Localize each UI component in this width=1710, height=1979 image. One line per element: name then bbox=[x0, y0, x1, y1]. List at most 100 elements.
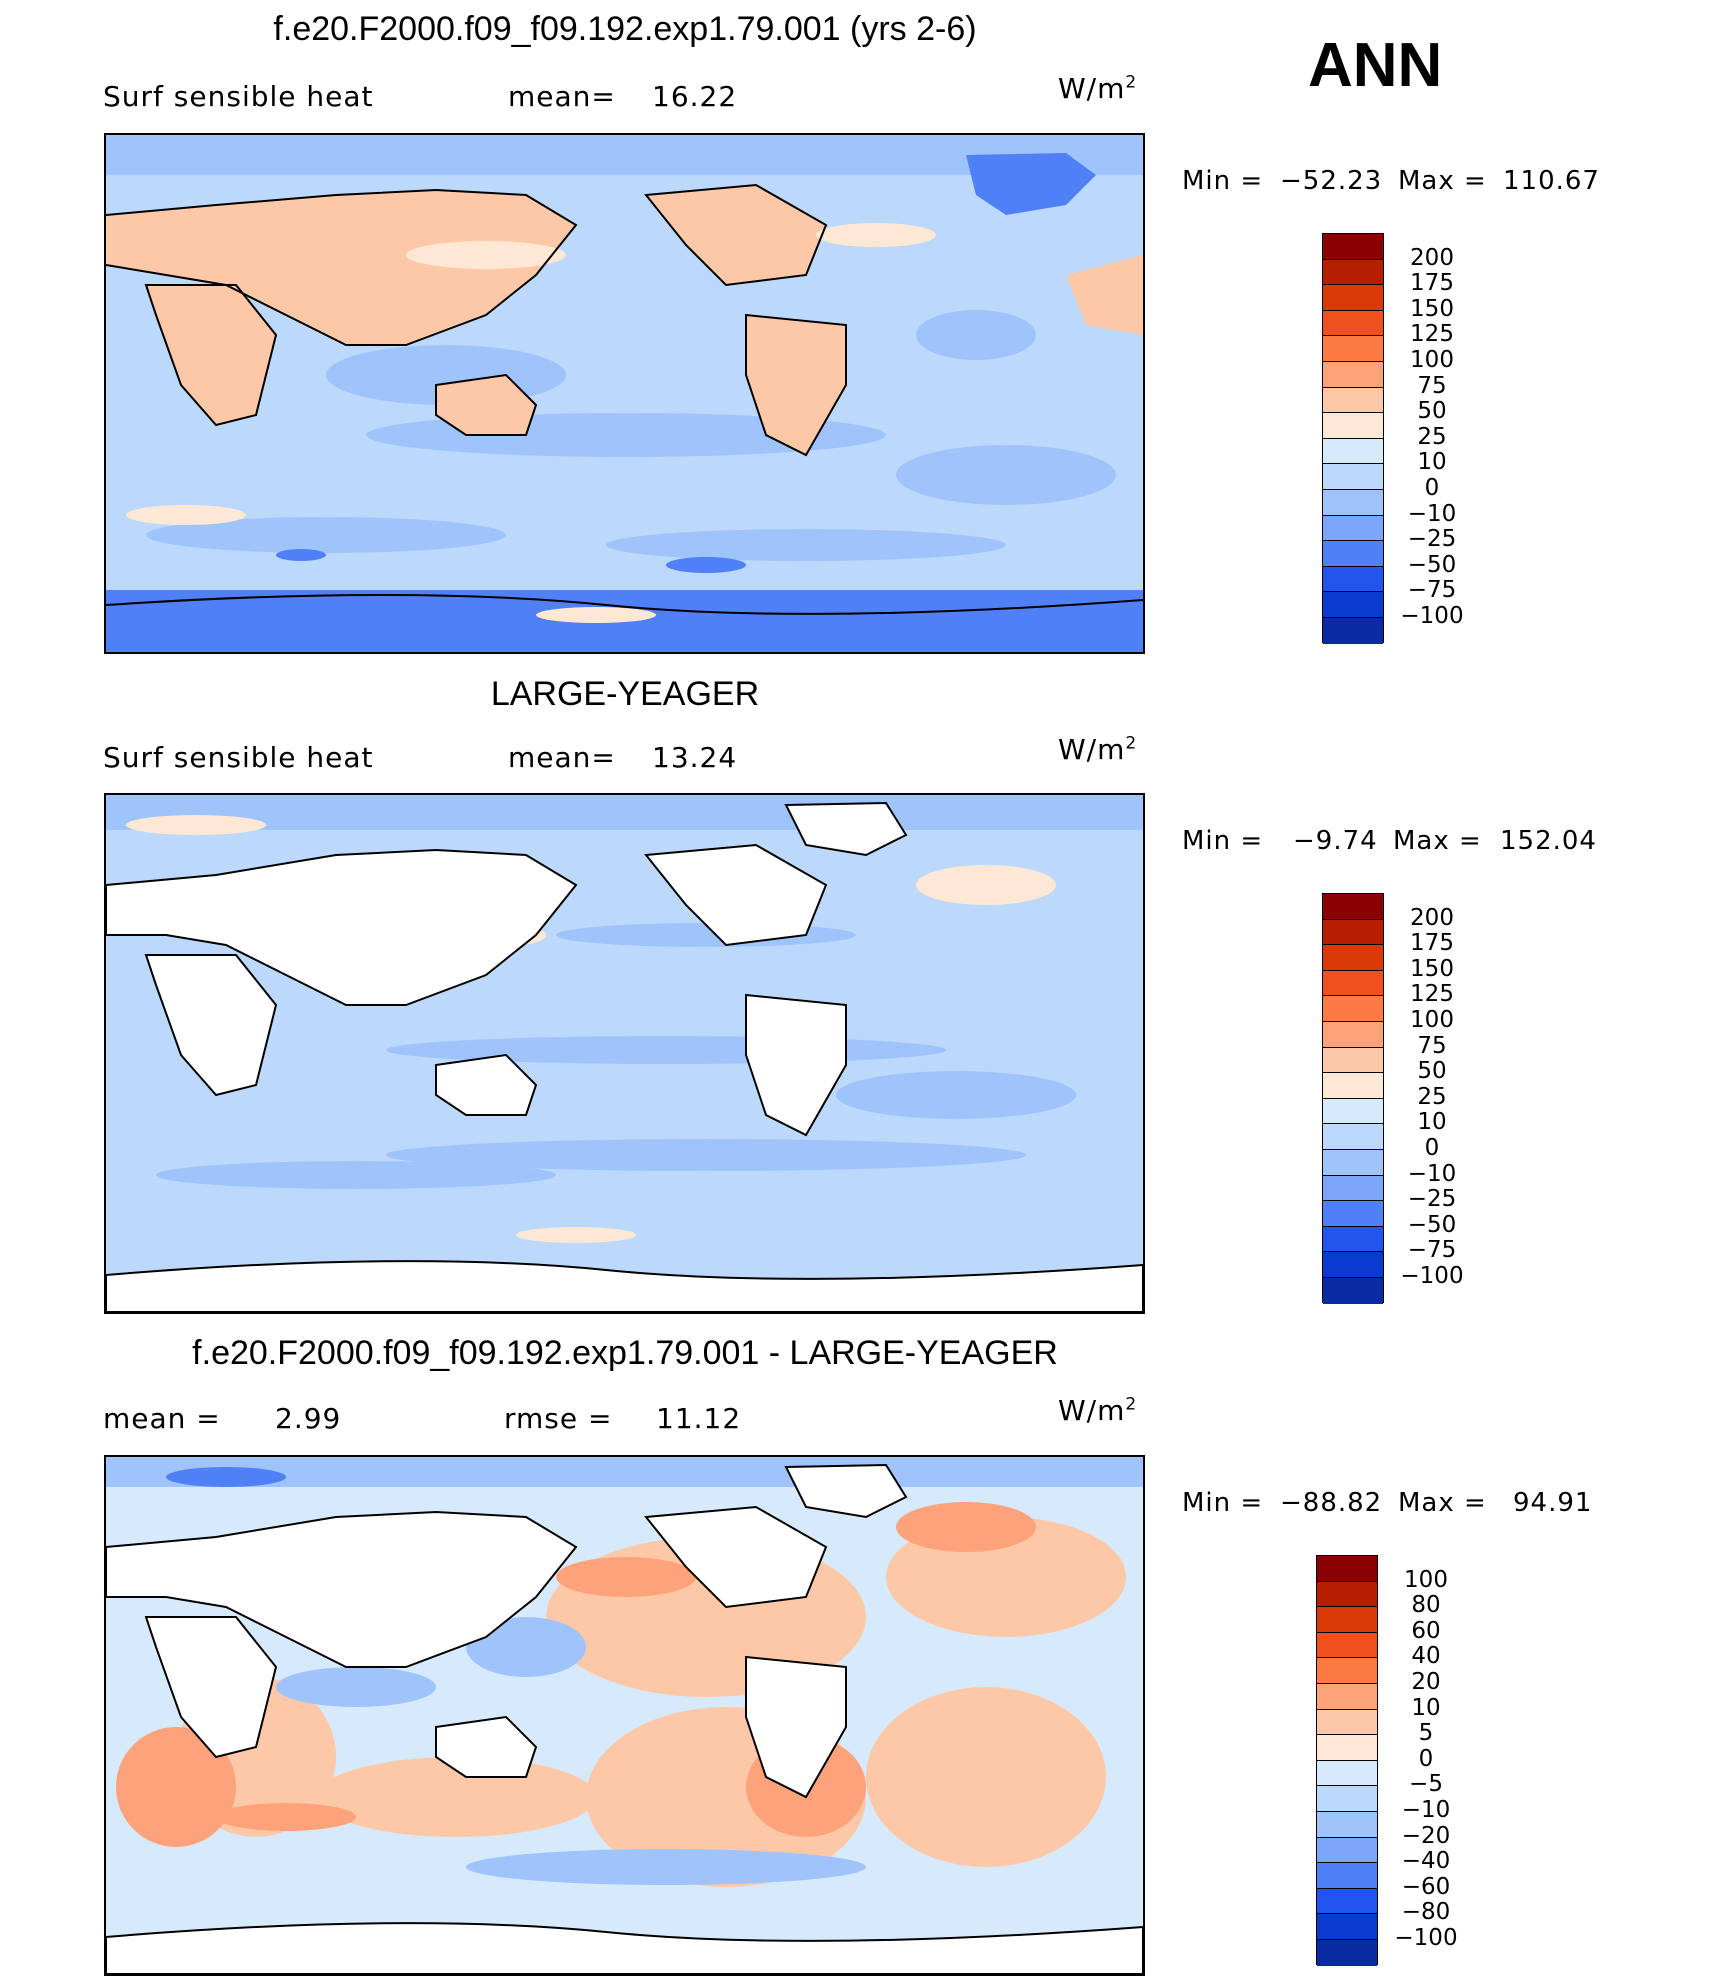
land-warm-flux bbox=[106, 185, 1143, 455]
colorbar-swatch bbox=[1317, 1837, 1377, 1864]
colorbar-swatch bbox=[1317, 1581, 1377, 1608]
colorbar-tick-label: −75 bbox=[1407, 577, 1457, 604]
panel1-max-label: Max = bbox=[1398, 166, 1487, 196]
colorbar-tick-label: 125 bbox=[1410, 321, 1454, 348]
colorbar-tick-label: 50 bbox=[1417, 398, 1447, 425]
panel3-min-value: −88.82 bbox=[1280, 1488, 1383, 1518]
colorbar-swatch bbox=[1323, 438, 1383, 465]
colorbar-tick-label: 125 bbox=[1410, 981, 1454, 1008]
colorbar-swatch bbox=[1323, 894, 1383, 920]
colorbar-tick-label: 75 bbox=[1417, 372, 1447, 399]
panel1-title: f.e20.F2000.f09_f09.192.exp1.79.001 (yrs… bbox=[273, 10, 977, 48]
colorbar-tick-label: −100 bbox=[1400, 1263, 1464, 1289]
colorbar-tick-label: 50 bbox=[1417, 1058, 1447, 1085]
colorbar-tick-label: 175 bbox=[1410, 270, 1454, 297]
panel1-map bbox=[104, 133, 1145, 654]
colorbar-tick-label: 175 bbox=[1410, 930, 1454, 957]
colorbar-swatch bbox=[1317, 1760, 1377, 1787]
panel2-mean-label: mean= bbox=[508, 741, 616, 774]
colorbar-tick-label: 40 bbox=[1411, 1643, 1441, 1670]
panel2-min-label: Min = bbox=[1182, 826, 1264, 856]
colorbar-swatch bbox=[1323, 541, 1383, 567]
colorbar-swatch bbox=[1317, 1863, 1377, 1889]
panel3-map bbox=[104, 1455, 1145, 1976]
panel1-min-label: Min = bbox=[1182, 166, 1264, 196]
land-masked bbox=[106, 1463, 1143, 1974]
panel2-variable: Surf sensible heat bbox=[103, 741, 374, 774]
colorbar-tick-label: 25 bbox=[1417, 1083, 1447, 1110]
colorbar-tick-label: 10 bbox=[1411, 1694, 1441, 1721]
colorbar-tick-label: −20 bbox=[1401, 1822, 1451, 1849]
colorbar-swatch bbox=[1323, 489, 1383, 516]
colorbar-tick-label: −40 bbox=[1401, 1848, 1451, 1875]
colorbar-swatch bbox=[1317, 1735, 1377, 1761]
colorbar-tick-label: −60 bbox=[1401, 1873, 1451, 1900]
panel1-max-value: 110.67 bbox=[1503, 166, 1600, 196]
panel1-mean-value: 16.22 bbox=[652, 80, 738, 113]
colorbar-swatch bbox=[1323, 361, 1383, 388]
panel2-max-label: Max = bbox=[1393, 826, 1482, 856]
colorbar-tick-label: 75 bbox=[1417, 1032, 1447, 1059]
panel3-mean-value: 2.99 bbox=[275, 1402, 342, 1435]
colorbar-swatch bbox=[1323, 1175, 1383, 1202]
colorbar-swatch bbox=[1323, 515, 1383, 542]
ocean-moderate-flux bbox=[126, 223, 936, 623]
colorbar-swatch bbox=[1317, 1811, 1377, 1838]
colorbar-tick-label: −80 bbox=[1401, 1899, 1451, 1926]
colorbar-swatch bbox=[1323, 1098, 1383, 1125]
colorbar-tick-label: −100 bbox=[1394, 1925, 1458, 1951]
colorbar-tick-label: −100 bbox=[1400, 603, 1464, 629]
colorbar-tick-label: 200 bbox=[1410, 904, 1454, 931]
colorbar-swatch bbox=[1323, 1124, 1383, 1150]
colorbar-swatch bbox=[1323, 1073, 1383, 1099]
colorbar-tick-label: 100 bbox=[1410, 1007, 1454, 1033]
colorbar-tick-label: 60 bbox=[1411, 1617, 1441, 1644]
colorbar-tick-label: −5 bbox=[1409, 1771, 1443, 1798]
panel3-rmse-value: 11.12 bbox=[656, 1402, 742, 1435]
panel2-map bbox=[104, 793, 1145, 1314]
panel2-mean-value: 13.24 bbox=[652, 741, 738, 774]
colorbar-swatch bbox=[1323, 592, 1383, 618]
panel3-units: W/m2 bbox=[1058, 1394, 1138, 1427]
colorbar-tick-label: 0 bbox=[1418, 1745, 1434, 1772]
colorbar-tick-label: −50 bbox=[1407, 551, 1457, 578]
colorbar-tick-label: 100 bbox=[1410, 347, 1454, 373]
ocean-negative-bias bbox=[106, 1457, 1143, 1885]
colorbar-swatch bbox=[1317, 1556, 1377, 1582]
colorbar-tick-label: 20 bbox=[1411, 1669, 1441, 1695]
panel1-variable: Surf sensible heat bbox=[103, 80, 374, 113]
colorbar-swatch bbox=[1323, 310, 1383, 337]
colorbar-swatch bbox=[1317, 1709, 1377, 1736]
colorbar-swatch bbox=[1323, 1201, 1383, 1227]
colorbar-swatch bbox=[1317, 1607, 1377, 1633]
colorbar-swatch bbox=[1317, 1658, 1377, 1684]
colorbar-tick-label: −10 bbox=[1407, 1160, 1457, 1187]
panel3-title: f.e20.F2000.f09_f09.192.exp1.79.001 - LA… bbox=[192, 1334, 1058, 1372]
panel2-title: LARGE-YEAGER bbox=[490, 675, 760, 713]
colorbar-swatch bbox=[1323, 617, 1383, 644]
panel3-colorbar bbox=[1316, 1555, 1378, 1966]
colorbar-tick-label: 10 bbox=[1417, 449, 1447, 476]
land-masked bbox=[106, 801, 1143, 1312]
colorbar-swatch bbox=[1323, 1277, 1383, 1304]
panel1-units: W/m2 bbox=[1058, 72, 1138, 105]
colorbar-tick-label: 150 bbox=[1410, 955, 1454, 982]
colorbar-tick-label: 80 bbox=[1411, 1592, 1441, 1619]
colorbar-swatch bbox=[1317, 1632, 1377, 1659]
colorbar-swatch bbox=[1323, 919, 1383, 946]
colorbar-tick-label: 100 bbox=[1404, 1566, 1448, 1593]
colorbar-tick-label: −10 bbox=[1407, 500, 1457, 527]
panel1-mean-label: mean= bbox=[508, 80, 616, 113]
colorbar-swatch bbox=[1323, 234, 1383, 260]
colorbar-swatch bbox=[1323, 1149, 1383, 1176]
panel1-colorbar bbox=[1322, 233, 1384, 644]
panel2-units: W/m2 bbox=[1058, 733, 1138, 766]
colorbar-tick-label: 0 bbox=[1424, 475, 1440, 501]
panel3-mean-label: mean = bbox=[103, 1402, 221, 1435]
colorbar-swatch bbox=[1323, 1021, 1383, 1048]
panel2-colorbar bbox=[1322, 893, 1384, 1304]
colorbar-tick-label: 10 bbox=[1417, 1109, 1447, 1136]
colorbar-swatch bbox=[1323, 996, 1383, 1022]
season-label: ANN bbox=[1308, 31, 1443, 100]
colorbar-swatch bbox=[1323, 336, 1383, 362]
